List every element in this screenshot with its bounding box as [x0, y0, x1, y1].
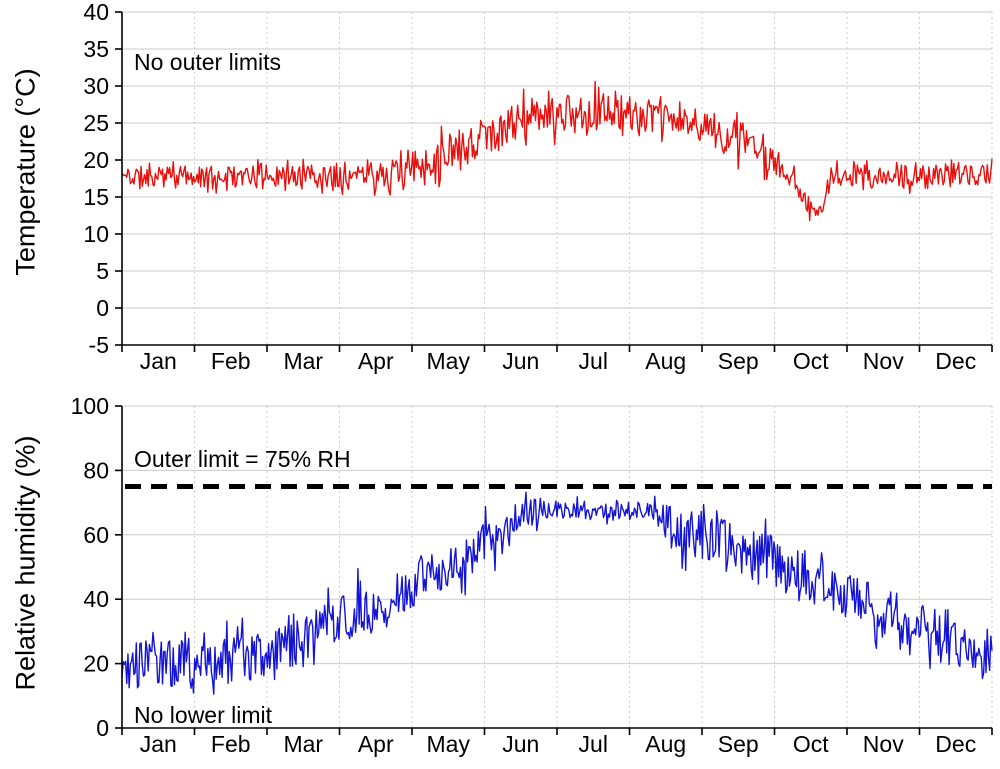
y-tick-label: 30 — [83, 73, 109, 99]
x-tick-label: Jan — [140, 731, 177, 757]
x-tick-label: Oct — [793, 348, 829, 374]
h-gridlines — [122, 405, 992, 665]
y-tick-label: 15 — [83, 184, 109, 210]
outer-limit-label: Outer limit = 75% RH — [134, 446, 351, 472]
y-tick-label: 20 — [83, 147, 109, 173]
y-tick-label: 80 — [83, 457, 109, 483]
humidity-plot: 0 20 40 60 80 100 Jan Feb Mar Apr May Jun Jul Aug Sep O… — [71, 393, 993, 757]
x-tick-label: Jul — [579, 731, 608, 757]
x-tick-label: Oct — [793, 731, 829, 757]
y-tick-label: -5 — [89, 332, 109, 358]
x-tick-label: Jun — [502, 348, 539, 374]
x-axis-ticks: Jan Feb Mar Apr May Jun Jul Aug Sep Oct Nov Dec — [121, 728, 993, 757]
y-tick-label: 40 — [83, 586, 109, 612]
y-tick-label: 10 — [83, 221, 109, 247]
y-tick-label: 60 — [83, 522, 109, 548]
x-tick-label: May — [427, 348, 471, 374]
x-tick-label: Jun — [502, 731, 539, 757]
x-tick-label: Apr — [358, 731, 394, 757]
x-tick-label: Jul — [579, 348, 608, 374]
x-tick-label: Sep — [718, 731, 759, 757]
no-lower-limit-label: No lower limit — [134, 702, 273, 728]
temperature-axis-title: Temperature (°C) — [10, 68, 41, 276]
x-tick-label: Nov — [863, 348, 904, 374]
y-axis-ticks: 0 20 40 60 80 100 — [71, 393, 122, 741]
v-gridlines — [194, 406, 993, 728]
x-tick-label: Mar — [283, 731, 323, 757]
y-tick-label: 5 — [96, 258, 109, 284]
y-axis-ticks: -5 0 5 10 15 20 25 30 35 40 — [83, 0, 122, 358]
y-tick-label: 0 — [96, 715, 109, 741]
v-gridlines — [194, 12, 993, 345]
humidity-axis-title: Relative humidity (%) — [10, 435, 41, 691]
x-axis-ticks: Jan Feb Mar Apr May Jun Jul Aug Sep Oct Nov Dec — [121, 345, 993, 374]
x-tick-label: Sep — [718, 348, 759, 374]
x-tick-label: Feb — [211, 731, 251, 757]
x-tick-label: Jan — [140, 348, 177, 374]
y-tick-label: 40 — [83, 0, 109, 25]
x-tick-label: Aug — [645, 348, 686, 374]
x-tick-label: Aug — [645, 731, 686, 757]
temperature-series — [121, 80, 993, 222]
x-tick-label: Feb — [211, 348, 251, 374]
x-tick-label: Apr — [358, 348, 394, 374]
x-tick-label: Mar — [283, 348, 323, 374]
y-tick-label: 0 — [96, 295, 109, 321]
x-tick-label: Dec — [935, 731, 976, 757]
y-tick-label: 20 — [83, 651, 109, 677]
temperature-plot: -5 0 5 10 15 20 25 30 35 40 Jan Feb Mar Apr May Jun Jul A… — [83, 0, 993, 374]
no-outer-limits-label: No outer limits — [134, 49, 281, 75]
y-tick-label: 100 — [71, 393, 109, 419]
x-tick-label: May — [427, 731, 471, 757]
humidity-series — [121, 491, 993, 695]
x-tick-label: Dec — [935, 348, 976, 374]
y-tick-label: 25 — [83, 110, 109, 136]
y-tick-label: 35 — [83, 36, 109, 62]
x-tick-label: Nov — [863, 731, 904, 757]
